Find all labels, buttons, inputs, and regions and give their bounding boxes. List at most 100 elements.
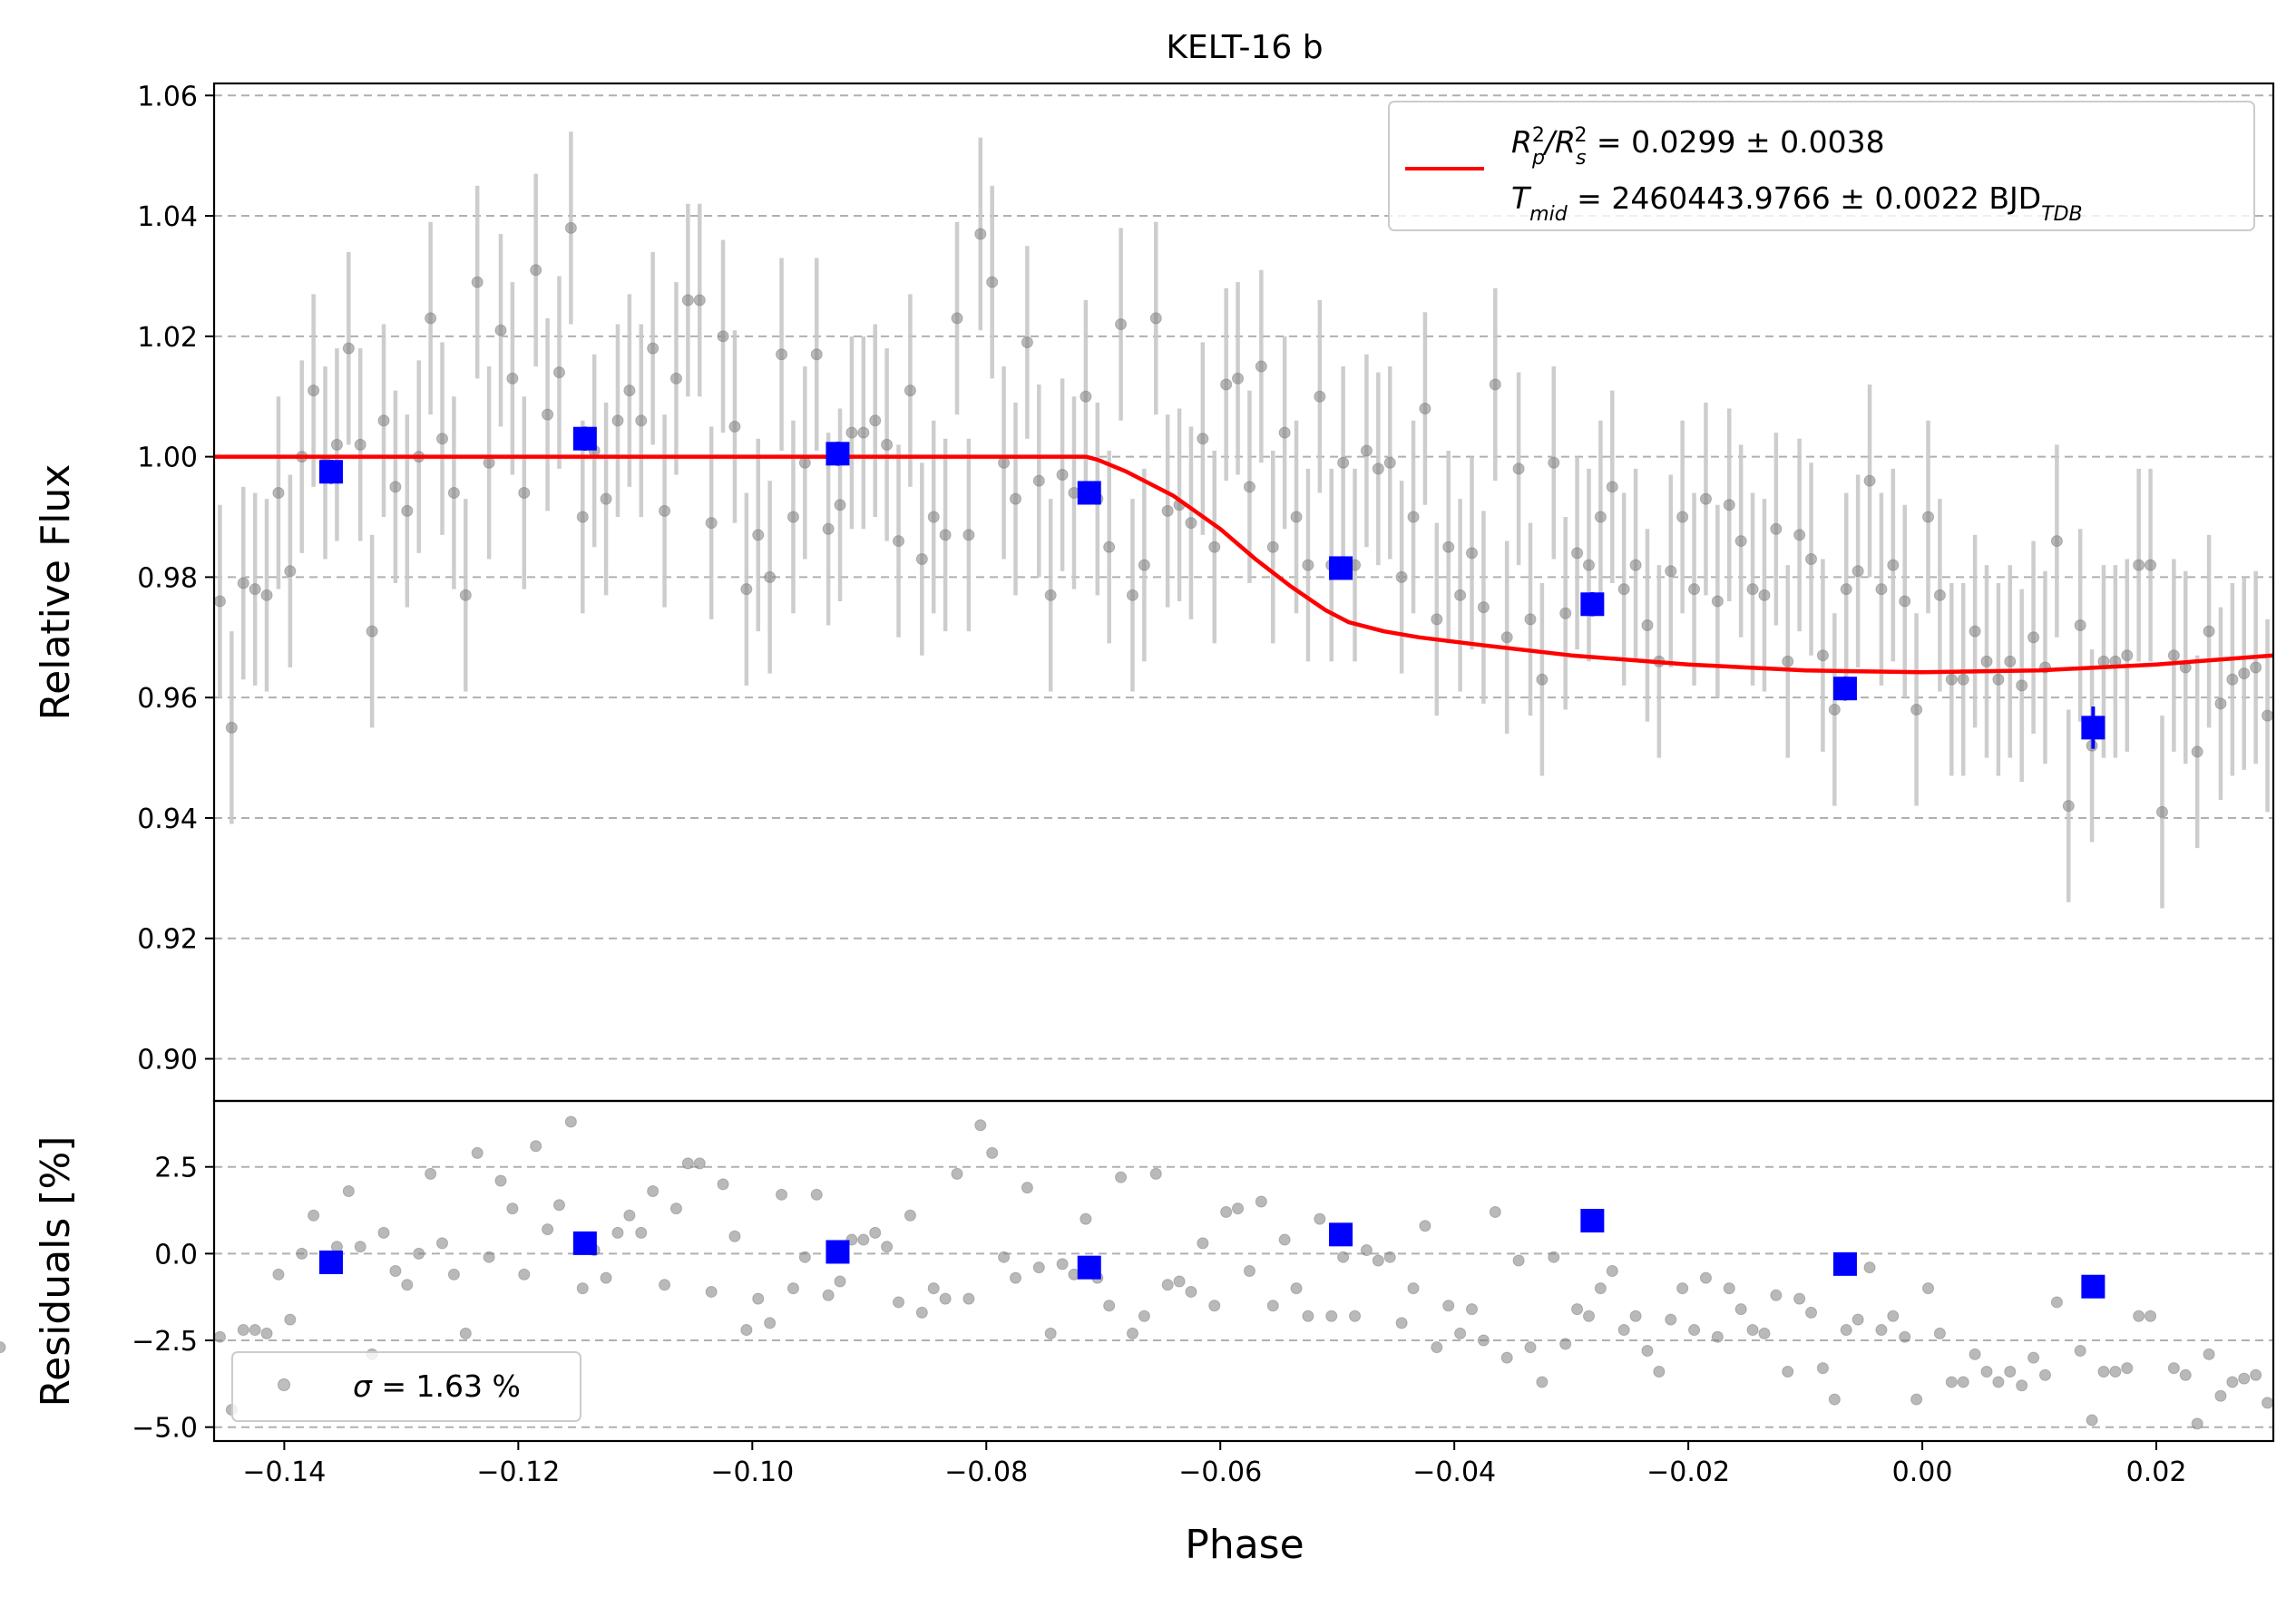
legend-rp-rs-entry: Rp2/Rs2 = 0.0299 ± 0.0038 [1511, 124, 1885, 170]
flux-raw-point [237, 577, 249, 589]
residual-point [1407, 1282, 1420, 1295]
residual-point [308, 1209, 320, 1222]
flux-y-tick-label: 1.04 [137, 201, 198, 233]
flux-y-tick-label: 0.90 [137, 1045, 198, 1076]
residual-point [1395, 1317, 1408, 1329]
residuals-raw-points [0, 1115, 2274, 1430]
flux-raw-point [2226, 673, 2239, 686]
flux-raw-point [728, 420, 741, 433]
residual-point [717, 1178, 729, 1191]
residual-point [881, 1241, 894, 1253]
flux-raw-point [1266, 540, 1279, 553]
flux-raw-point [2074, 619, 2086, 632]
flux-raw-point [2027, 631, 2040, 644]
residual-point [693, 1157, 706, 1170]
flux-raw-point [740, 583, 753, 596]
residual-point [1185, 1285, 1197, 1298]
residual-point [1582, 1310, 1595, 1322]
residual-point [1512, 1254, 1525, 1267]
residual-point [2191, 1417, 2203, 1430]
x-tick-label: −0.06 [1178, 1456, 1262, 1488]
flux-raw-point [1665, 565, 1677, 578]
flux-raw-point [1512, 463, 1525, 475]
residual-point [927, 1282, 940, 1295]
flux-raw-point [1220, 378, 1233, 391]
residual-point [1032, 1261, 1045, 1274]
flux-raw-point [1395, 570, 1408, 583]
flux-raw-point [1548, 456, 1560, 469]
residual-point [1969, 1348, 1981, 1360]
flux-raw-point [213, 595, 226, 608]
flux-raw-point [2238, 667, 2251, 680]
residual-point [764, 1317, 777, 1329]
residual-binned-point [826, 1240, 850, 1264]
residual-point [1500, 1351, 1513, 1364]
residual-point [401, 1279, 414, 1291]
residual-point [1805, 1306, 1818, 1319]
flux-raw-point [1255, 360, 1267, 373]
flux-y-tick-label: 0.98 [137, 562, 198, 594]
residual-point [2050, 1296, 2063, 1309]
flux-raw-point [1009, 492, 1021, 505]
flux-raw-point [986, 276, 999, 288]
flux-raw-point [447, 486, 460, 499]
flux-raw-point [693, 294, 706, 307]
residual-point [506, 1203, 519, 1215]
flux-raw-point [552, 366, 565, 379]
residual-point [1548, 1251, 1560, 1263]
residual-point [413, 1247, 425, 1260]
flux-raw-point [1454, 589, 1467, 601]
residual-point [2167, 1362, 2180, 1375]
residuals-axes-frame [212, 1099, 2275, 1443]
flux-raw-point [893, 535, 905, 548]
residual-point [659, 1279, 671, 1291]
residual-point [647, 1184, 659, 1197]
flux-raw-point [659, 504, 671, 517]
residual-point [330, 1241, 343, 1253]
flux-raw-point [330, 438, 343, 451]
residual-point [249, 1324, 261, 1337]
flux-raw-point [1582, 559, 1595, 571]
residual-point [1360, 1244, 1373, 1257]
flux-raw-point [904, 385, 916, 397]
residual-point [1431, 1341, 1443, 1354]
flux-raw-point [1863, 474, 1876, 487]
residual-point [1266, 1300, 1279, 1312]
residual-point [2238, 1372, 2251, 1385]
residual-point [1009, 1271, 1021, 1284]
flux-raw-point [1185, 517, 1197, 530]
flux-raw-point [2133, 559, 2145, 571]
flux-raw-point [1208, 540, 1221, 553]
residual-point [2038, 1368, 2051, 1381]
residual-point [1851, 1313, 1864, 1326]
residual-point [425, 1167, 437, 1180]
flux-raw-point [1758, 589, 1771, 601]
flux-raw-point [1278, 426, 1291, 439]
residual-point [1056, 1258, 1069, 1271]
x-tick-label: −0.02 [1646, 1456, 1730, 1488]
residuals-y-tick-label: −5.0 [132, 1413, 198, 1445]
flux-binned-point [2081, 716, 2105, 740]
residual-point [623, 1209, 636, 1222]
residual-point [1454, 1327, 1467, 1339]
residual-point [1290, 1282, 1303, 1295]
flux-raw-point [1933, 589, 1946, 601]
flux-raw-point [1571, 547, 1584, 560]
flux-raw-point [2203, 625, 2215, 638]
residuals-x-ticks: −0.14 −0.12 −0.10 −0.08 −0.06 −0.04 −0.02 0.00 0… [242, 1441, 2186, 1488]
x-tick-label: −0.04 [1412, 1456, 1496, 1488]
x-tick-label: 0.02 [2126, 1456, 2187, 1488]
residual-point [1992, 1376, 2005, 1388]
residual-point [1021, 1182, 1033, 1194]
flux-raw-point [1606, 481, 1618, 493]
x-axis-label: Phase [1185, 1522, 1304, 1568]
residual-point [681, 1157, 694, 1170]
residuals-grid [214, 1165, 2273, 1428]
flux-raw-point [354, 438, 366, 451]
residual-point [1641, 1345, 1654, 1358]
flux-raw-point [1056, 469, 1069, 482]
residual-point [2074, 1345, 2086, 1358]
flux-raw-point [1922, 511, 1935, 523]
flux-raw-point [1770, 522, 1783, 535]
residual-point [1571, 1303, 1584, 1316]
